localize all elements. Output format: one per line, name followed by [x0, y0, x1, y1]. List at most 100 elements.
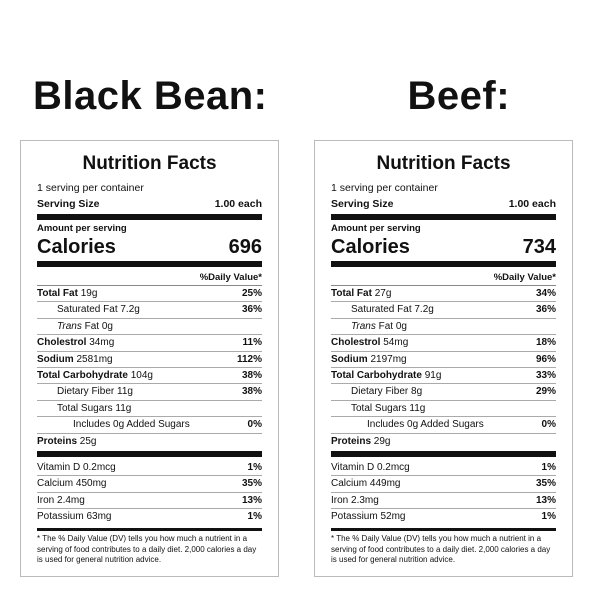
- nutrient-row: Total Sugars 11g: [37, 401, 262, 418]
- nutrient-row: Saturated Fat 7.2g 36%: [331, 302, 556, 319]
- nutrient-amount: 11g: [115, 402, 132, 414]
- amount-per-serving: Amount per serving: [331, 223, 421, 234]
- divider: [37, 450, 262, 457]
- daily-value: 1%: [247, 511, 262, 523]
- nutrient: Vitamin D 0.2mcg: [331, 460, 410, 475]
- nutrient-name: Total Sugars: [351, 402, 407, 414]
- daily-value: 1%: [247, 461, 262, 473]
- nutrient-amount: 449mg: [369, 478, 401, 490]
- nutrient-row: Cholestrol 54mg 18%: [331, 335, 556, 352]
- daily-value: 34%: [535, 288, 556, 299]
- nutrient-amount: 63mg: [86, 511, 112, 523]
- nutrient: Dietary Fiber 11g: [37, 384, 133, 399]
- daily-value: 13%: [535, 494, 556, 506]
- nutrient: Total Sugars 11g: [37, 401, 131, 416]
- daily-value: 0%: [541, 419, 556, 431]
- nutrient-name: Vitamin D: [331, 461, 375, 473]
- nutrient-row: Proteins 29g: [331, 434, 556, 449]
- calories-label: Calories: [37, 236, 116, 258]
- serving-size-value: 1.00 each: [214, 198, 262, 210]
- nutrient-name: Calcium: [37, 478, 74, 490]
- nutrient: Cholestrol 34mg: [37, 335, 114, 350]
- daily-value: 35%: [535, 478, 556, 490]
- nutrient-row: Sodium 2197mg 96%: [331, 352, 556, 368]
- nutrient-row: Dietary Fiber 11g 38%: [37, 384, 262, 401]
- nutrient: Iron 2.4mg: [37, 493, 85, 508]
- nutrient-amount: 8g: [411, 386, 423, 398]
- footnote: * The % Daily Value (DV) tells you how m…: [37, 534, 257, 565]
- nutrient-name: Iron: [37, 494, 55, 506]
- label-heading: Black Bean:: [33, 74, 268, 118]
- nutrient: Total Carbohydrate 91g: [331, 368, 441, 383]
- nutrient-amount: 52mg: [380, 511, 406, 523]
- nutrient-name: Saturated Fat: [351, 304, 412, 316]
- nutrient: Vitamin D 0.2mcg: [37, 460, 116, 475]
- calories-value: 734: [522, 236, 556, 258]
- nutrient-amount: 0g: [395, 320, 407, 332]
- nutrient-row: Sodium 2581mg 112%: [37, 352, 262, 368]
- nutrient-row: Calcium 449mg 35%: [331, 476, 556, 493]
- nutrient-amount: 2581mg: [76, 353, 113, 365]
- nutrient-row: Proteins 25g: [37, 434, 262, 449]
- label-heading: Beef:: [407, 74, 511, 118]
- nutrient-row: Trans Fat 0g: [331, 319, 556, 336]
- nutrient-name: Includes 0g Added Sugars: [367, 419, 484, 431]
- nutrient-name: Includes 0g Added Sugars: [73, 419, 190, 431]
- label-title: Nutrition Facts: [82, 153, 217, 174]
- nutrient-amount: 11g: [409, 402, 426, 414]
- nutrient-prefix: Trans: [57, 320, 82, 332]
- nutrient-row: Trans Fat 0g: [37, 319, 262, 336]
- serving-size-row: Serving Size 1.00 each: [331, 196, 556, 212]
- nutrient-name: Sodium: [37, 353, 74, 365]
- nutrient: Potassium 52mg: [331, 509, 405, 524]
- daily-value: 112%: [236, 353, 262, 365]
- nutrient: Calcium 449mg: [331, 476, 400, 491]
- nutrient-name: Proteins: [331, 435, 372, 447]
- nutrient-row: Dietary Fiber 8g 29%: [331, 384, 556, 401]
- divider: [37, 528, 262, 532]
- daily-value: 1%: [541, 511, 556, 523]
- nutrient-amount: 7.2g: [120, 304, 140, 316]
- nutrient-amount: 450mg: [75, 478, 107, 490]
- nutrient-amount: 11g: [117, 386, 133, 398]
- nutrient-name: Cholestrol: [331, 337, 381, 349]
- nutrient: Includes 0g Added Sugars: [37, 417, 190, 432]
- nutrient: Total Sugars 11g: [331, 401, 425, 416]
- footnote: * The % Daily Value (DV) tells you how m…: [331, 534, 551, 565]
- nutrient-name: Sodium: [331, 353, 368, 365]
- nutrient-amount: 54mg: [383, 337, 409, 349]
- nutrient-name: Total Sugars: [57, 402, 113, 414]
- calories-row: Calories 734: [331, 235, 556, 259]
- nutrient-row: Saturated Fat 7.2g 36%: [37, 302, 262, 319]
- nutrient-row: Potassium 63mg 1%: [37, 509, 262, 524]
- daily-value: 0%: [247, 419, 262, 431]
- nutrient-row: Total Carbohydrate 104g 38%: [37, 368, 262, 385]
- nutrient-amount: 0g: [101, 320, 113, 332]
- nutrient-row: Includes 0g Added Sugars 0%: [331, 417, 556, 434]
- daily-value: 13%: [241, 494, 262, 506]
- nutrient-name: Total Carbohydrate: [331, 369, 422, 381]
- nutrient-row: Potassium 52mg 1%: [331, 509, 556, 524]
- serving-size-label: Serving Size: [331, 198, 394, 210]
- divider: [331, 450, 556, 457]
- serving-size-label: Serving Size: [37, 198, 100, 210]
- nutrient: Dietary Fiber 8g: [331, 384, 422, 399]
- nutrient-name: Total Fat: [331, 288, 372, 299]
- servings-per-container: 1 serving per container: [331, 182, 438, 194]
- nutrient: Saturated Fat 7.2g: [37, 302, 140, 317]
- nutrient-row: Total Fat 19g 25%: [37, 286, 262, 303]
- daily-value: 35%: [241, 478, 262, 490]
- daily-value: 38%: [241, 386, 262, 398]
- nutrient-amount: 2197mg: [370, 353, 407, 365]
- nutrient-amount: 29g: [373, 435, 391, 447]
- nutrient-name: Fat: [378, 320, 394, 332]
- nutrient-name: Potassium: [37, 511, 84, 523]
- divider: [331, 528, 556, 532]
- nutrient: Sodium 2197mg: [331, 352, 407, 367]
- nutrient-amount: 0.2mcg: [376, 461, 410, 473]
- serving-size-value: 1.00 each: [508, 198, 556, 210]
- daily-value: 38%: [241, 369, 262, 381]
- nutrient-row: Total Sugars 11g: [331, 401, 556, 418]
- daily-value: 25%: [241, 288, 262, 299]
- daily-value: 18%: [535, 337, 556, 349]
